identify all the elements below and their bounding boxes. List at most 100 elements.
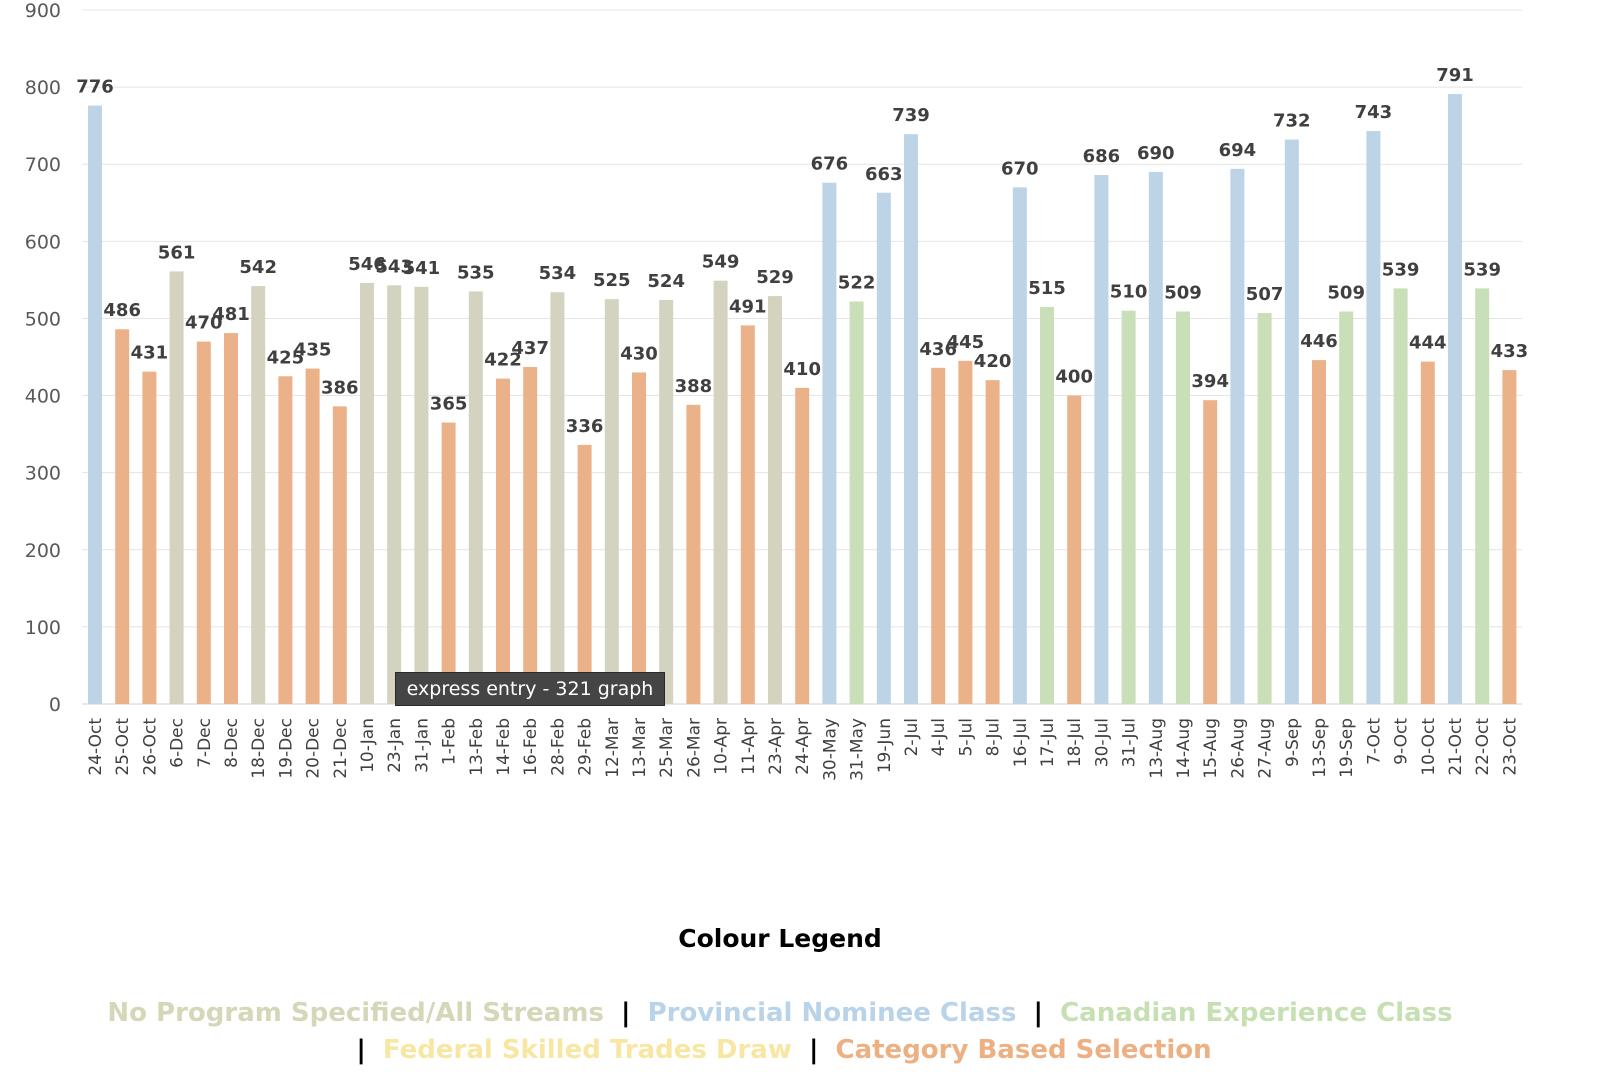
y-tick-label: 300 xyxy=(25,463,61,485)
legend-row-2: | Federal Skilled Trades Draw | Category… xyxy=(0,1035,1560,1065)
data-label: 525 xyxy=(593,270,631,291)
bar-4-Jul xyxy=(931,367,946,704)
data-label: 535 xyxy=(457,262,495,283)
data-label: 690 xyxy=(1137,143,1175,164)
data-label: 686 xyxy=(1083,146,1121,167)
bar-13-Aug xyxy=(1148,171,1163,704)
category-label: 27-Aug xyxy=(1256,718,1276,779)
data-label: 739 xyxy=(892,105,930,126)
bar-5-Jul xyxy=(958,360,973,704)
category-label: 26-Aug xyxy=(1228,718,1248,779)
category-label: 16-Jul xyxy=(1011,718,1031,767)
bar-23-Oct xyxy=(1502,370,1517,704)
category-label: 14-Feb xyxy=(494,718,514,776)
data-label: 491 xyxy=(729,296,767,317)
bar-23-Apr xyxy=(768,296,782,704)
data-label: 422 xyxy=(484,350,522,371)
bar-20-Dec xyxy=(305,368,320,704)
category-label: 24-Oct xyxy=(86,718,106,776)
data-label: 420 xyxy=(974,351,1012,372)
bar-16-Feb xyxy=(523,367,538,704)
category-label: 5-Jul xyxy=(956,718,976,756)
data-label: 541 xyxy=(403,258,441,279)
bar-24-Oct xyxy=(88,105,102,704)
category-label: 23-Jan xyxy=(385,718,405,773)
bar-13-Sep xyxy=(1312,360,1326,704)
category-label: 25-Mar xyxy=(657,718,677,778)
bar-10-Apr xyxy=(713,280,728,704)
bar-13-Mar xyxy=(632,372,646,704)
bar-14-Aug xyxy=(1176,311,1190,704)
y-tick-label: 400 xyxy=(25,386,61,408)
data-label: 410 xyxy=(783,359,821,380)
y-tick-label: 800 xyxy=(25,77,61,99)
category-label: 9-Oct xyxy=(1392,718,1412,765)
category-label: 26-Mar xyxy=(684,718,704,778)
category-label: 24-Apr xyxy=(793,718,813,775)
data-label: 542 xyxy=(239,257,277,278)
bar-1-Feb xyxy=(441,422,456,704)
category-label: 10-Apr xyxy=(712,718,732,775)
data-label: 486 xyxy=(103,300,141,321)
bar-31-Jan xyxy=(414,286,429,704)
category-label: 23-Oct xyxy=(1500,718,1520,776)
category-label: 10-Oct xyxy=(1419,718,1439,776)
bar-24-Apr xyxy=(795,387,810,704)
y-tick-label: 700 xyxy=(25,154,61,176)
legend-separator: | xyxy=(621,998,631,1028)
bar-28-Feb xyxy=(550,292,565,704)
category-label: 13-Feb xyxy=(467,718,487,776)
category-label: 4-Jul xyxy=(929,718,949,756)
data-label: 433 xyxy=(1491,341,1529,362)
data-label: 561 xyxy=(158,242,196,263)
category-label: 25-Oct xyxy=(113,718,133,776)
category-label: 28-Feb xyxy=(548,718,568,776)
category-label: 31-May xyxy=(848,718,868,781)
category-label: 20-Dec xyxy=(304,718,324,779)
category-label: 21-Dec xyxy=(331,718,351,779)
data-label: 543 xyxy=(375,256,413,277)
category-label: 15-Aug xyxy=(1201,718,1221,779)
bar-19-Dec xyxy=(278,376,293,704)
bar-14-Feb xyxy=(496,378,510,704)
category-label: 23-Apr xyxy=(766,718,786,775)
bars xyxy=(88,94,1517,705)
data-label: 539 xyxy=(1463,259,1501,280)
category-label: 13-Sep xyxy=(1310,718,1330,778)
bar-6-Dec xyxy=(169,271,184,704)
legend-item-canadian-experience: Canadian Experience Class xyxy=(1060,998,1453,1028)
data-label: 776 xyxy=(76,77,114,98)
data-label: 425 xyxy=(267,347,305,368)
bar-30-Jul xyxy=(1094,175,1109,705)
legend-item-category-based: Category Based Selection xyxy=(835,1035,1212,1065)
data-label: 791 xyxy=(1436,65,1474,86)
data-label: 524 xyxy=(647,271,685,292)
data-label: 430 xyxy=(620,343,658,364)
category-label: 21-Oct xyxy=(1446,718,1466,776)
bar-10-Oct xyxy=(1420,361,1435,704)
category-label: 30-Jul xyxy=(1092,718,1112,767)
category-label: 11-Apr xyxy=(739,718,759,775)
category-label: 13-Aug xyxy=(1147,718,1167,779)
legend-item-federal-skilled-trades: Federal Skilled Trades Draw xyxy=(382,1035,792,1065)
bar-17-Jul xyxy=(1040,306,1054,704)
category-label: 13-Mar xyxy=(630,718,650,778)
y-tick-label: 500 xyxy=(25,308,61,330)
bar-27-Aug xyxy=(1257,313,1272,704)
category-label: 7-Dec xyxy=(195,718,215,768)
category-label: 18-Jul xyxy=(1065,718,1085,767)
legend-item-all-streams: No Program Specified/All Streams xyxy=(107,998,604,1028)
data-label: 539 xyxy=(1382,259,1420,280)
bar-chart: 0 100 200 300 400 500 600 700 800 900 776 486 431 56… xyxy=(25,0,1528,781)
data-label: 529 xyxy=(756,267,794,288)
bar-11-Apr xyxy=(740,325,755,704)
bar-8-Dec xyxy=(224,333,238,704)
data-label: 431 xyxy=(131,343,169,364)
bar-12-Mar xyxy=(604,299,619,704)
category-label: 9-Sep xyxy=(1283,718,1303,767)
data-label: 365 xyxy=(430,394,468,415)
bar-7-Oct xyxy=(1366,131,1381,704)
legend-title: Colour Legend xyxy=(678,924,882,953)
category-label: 26-Oct xyxy=(140,718,160,776)
